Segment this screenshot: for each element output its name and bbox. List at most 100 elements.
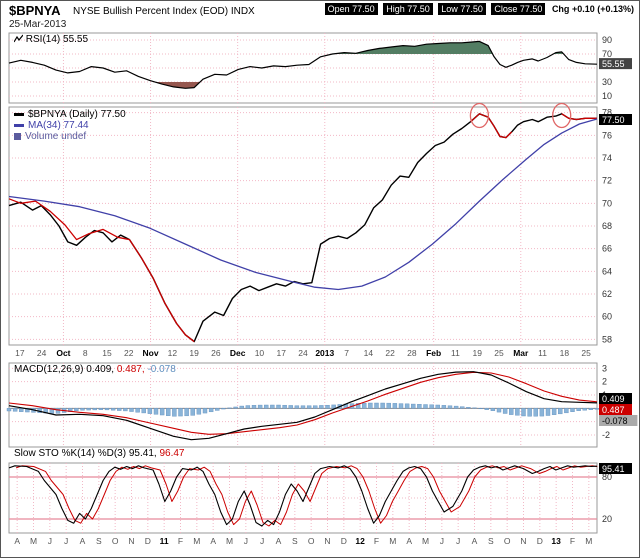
svg-text:D: D [537, 536, 543, 546]
rsi-panel: 90 70 30 10 55.55 [8, 32, 632, 104]
chart-title: NYSE Bullish Percent Index (EOD) INDX [73, 6, 255, 17]
svg-text:70: 70 [602, 49, 612, 59]
svg-text:74: 74 [602, 153, 612, 163]
svg-text:Oct: Oct [56, 348, 70, 358]
svg-text:0.487: 0.487 [602, 405, 625, 415]
svg-text:70: 70 [602, 198, 612, 208]
rsi-legend-label: RSI(14) 55.55 [25, 34, 89, 45]
svg-text:Feb: Feb [426, 348, 441, 358]
svg-text:2013: 2013 [315, 348, 334, 358]
svg-text:8: 8 [83, 348, 88, 358]
daily-x-axis: 17 24 Oct 8 15 22 Nov 12 19 26 Dec 10 17 24 2013 7 14 22 2… [15, 348, 591, 358]
svg-text:F: F [178, 536, 183, 546]
svg-text:D: D [145, 536, 151, 546]
svg-text:F: F [374, 536, 379, 546]
svg-text:N: N [520, 536, 526, 546]
svg-text:Dec: Dec [230, 348, 246, 358]
svg-text:-2: -2 [602, 430, 610, 440]
svg-text:M: M [585, 536, 592, 546]
quote-open: Open 77.50 [324, 3, 378, 15]
svg-text:J: J [48, 536, 52, 546]
svg-text:7: 7 [344, 348, 349, 358]
svg-text:62: 62 [602, 289, 612, 299]
macd-legend: MACD(12,26,9) 0.409, 0.487, -0.078 [14, 364, 176, 375]
legend-ma-row: MA(34) 77.44 [14, 120, 126, 131]
last-value-chip [599, 393, 632, 404]
svg-text:28: 28 [407, 348, 417, 358]
svg-text:2: 2 [602, 377, 607, 387]
svg-text:S: S [488, 536, 494, 546]
svg-text:N: N [324, 536, 330, 546]
svg-text:Mar: Mar [513, 348, 529, 358]
svg-text:0.409: 0.409 [602, 394, 625, 404]
svg-text:A: A [406, 536, 412, 546]
svg-text:Nov: Nov [143, 348, 159, 358]
svg-text:90: 90 [602, 35, 612, 45]
svg-text:10: 10 [255, 348, 265, 358]
svg-text:S: S [292, 536, 298, 546]
last-value-chip [599, 114, 632, 125]
svg-text:14: 14 [364, 348, 374, 358]
svg-text:O: O [308, 536, 315, 546]
svg-text:17: 17 [276, 348, 286, 358]
svg-text:M: M [193, 536, 200, 546]
svg-text:19: 19 [189, 348, 199, 358]
last-value-chip [599, 463, 632, 474]
quote-high: High 77.50 [383, 3, 433, 15]
svg-text:N: N [128, 536, 134, 546]
svg-text:A: A [276, 536, 282, 546]
macd-legend-value: 0.409, [86, 364, 115, 375]
quote-low: Low 77.50 [438, 3, 486, 15]
macd-signal-value: 0.487, [116, 364, 145, 375]
svg-text:A: A [14, 536, 20, 546]
sto-k-value: 95.41, [128, 448, 157, 459]
svg-text:80: 80 [602, 472, 612, 482]
svg-text:25: 25 [494, 348, 504, 358]
last-value-chip [599, 58, 632, 70]
symbol: $BPNYA [9, 3, 61, 18]
svg-text:D: D [341, 536, 347, 546]
svg-text:M: M [422, 536, 429, 546]
svg-text:3: 3 [602, 363, 607, 373]
svg-text:M: M [30, 536, 37, 546]
svg-text:22: 22 [385, 348, 395, 358]
svg-text:F: F [570, 536, 575, 546]
svg-text:95.41: 95.41 [602, 464, 625, 474]
svg-text:58: 58 [602, 334, 612, 344]
svg-text:76: 76 [602, 130, 612, 140]
quote-change: Chg +0.10 (+0.13%) [551, 4, 634, 14]
svg-text:11: 11 [160, 536, 169, 546]
rsi-icon [13, 34, 24, 43]
svg-text:O: O [504, 536, 511, 546]
svg-text:77.50: 77.50 [602, 115, 625, 125]
volume-icon [14, 132, 21, 140]
svg-text:12: 12 [168, 348, 178, 358]
svg-text:18: 18 [560, 348, 570, 358]
svg-text:60: 60 [602, 312, 612, 322]
svg-text:A: A [80, 536, 86, 546]
price-line-marker [14, 112, 24, 116]
rsi-legend: RSI(14) 55.55 [13, 34, 89, 45]
svg-text:J: J [244, 536, 248, 546]
annotation-circle [469, 102, 490, 129]
svg-text:S: S [96, 536, 102, 546]
svg-text:12: 12 [355, 536, 365, 546]
svg-text:13: 13 [551, 536, 561, 546]
chart-date: 25-Mar-2013 [9, 19, 67, 30]
last-value-chip [599, 415, 638, 426]
svg-text:64: 64 [602, 266, 612, 276]
svg-text:19: 19 [472, 348, 482, 358]
svg-text:26: 26 [211, 348, 221, 358]
quote-close: Close 77.50 [491, 3, 546, 15]
svg-text:J: J [440, 536, 444, 546]
svg-text:24: 24 [298, 348, 308, 358]
quote-strip: Open 77.50 High 77.50 Low 77.50 Close 77… [322, 3, 634, 15]
svg-text:25: 25 [581, 348, 591, 358]
svg-text:68: 68 [602, 221, 612, 231]
svg-text:24: 24 [37, 348, 47, 358]
svg-text:-0.078: -0.078 [602, 416, 628, 426]
macd-hist-value: -0.078 [147, 364, 176, 375]
annotation-circle [552, 102, 572, 129]
